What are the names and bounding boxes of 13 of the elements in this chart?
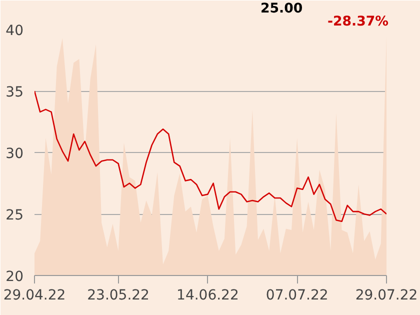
y-tick-label: 20	[6, 269, 24, 285]
y-tick-label: 35	[6, 84, 24, 100]
text: -28.37%	[327, 14, 389, 30]
text: 25.00	[260, 2, 303, 16]
x-tick-label: 14.06.22	[176, 288, 239, 304]
y-tick-label: 30	[6, 146, 24, 162]
y-tick-label: 40	[6, 23, 24, 39]
x-tick-label: 07.07.22	[266, 288, 328, 304]
x-tick-label: 29.07.22	[355, 288, 418, 304]
line-series	[34, 90, 386, 222]
x-tick-label: 23.05.22	[87, 288, 150, 304]
x-tick-label: 29.04.22	[3, 288, 66, 304]
y-tick-label: 25	[6, 208, 24, 224]
